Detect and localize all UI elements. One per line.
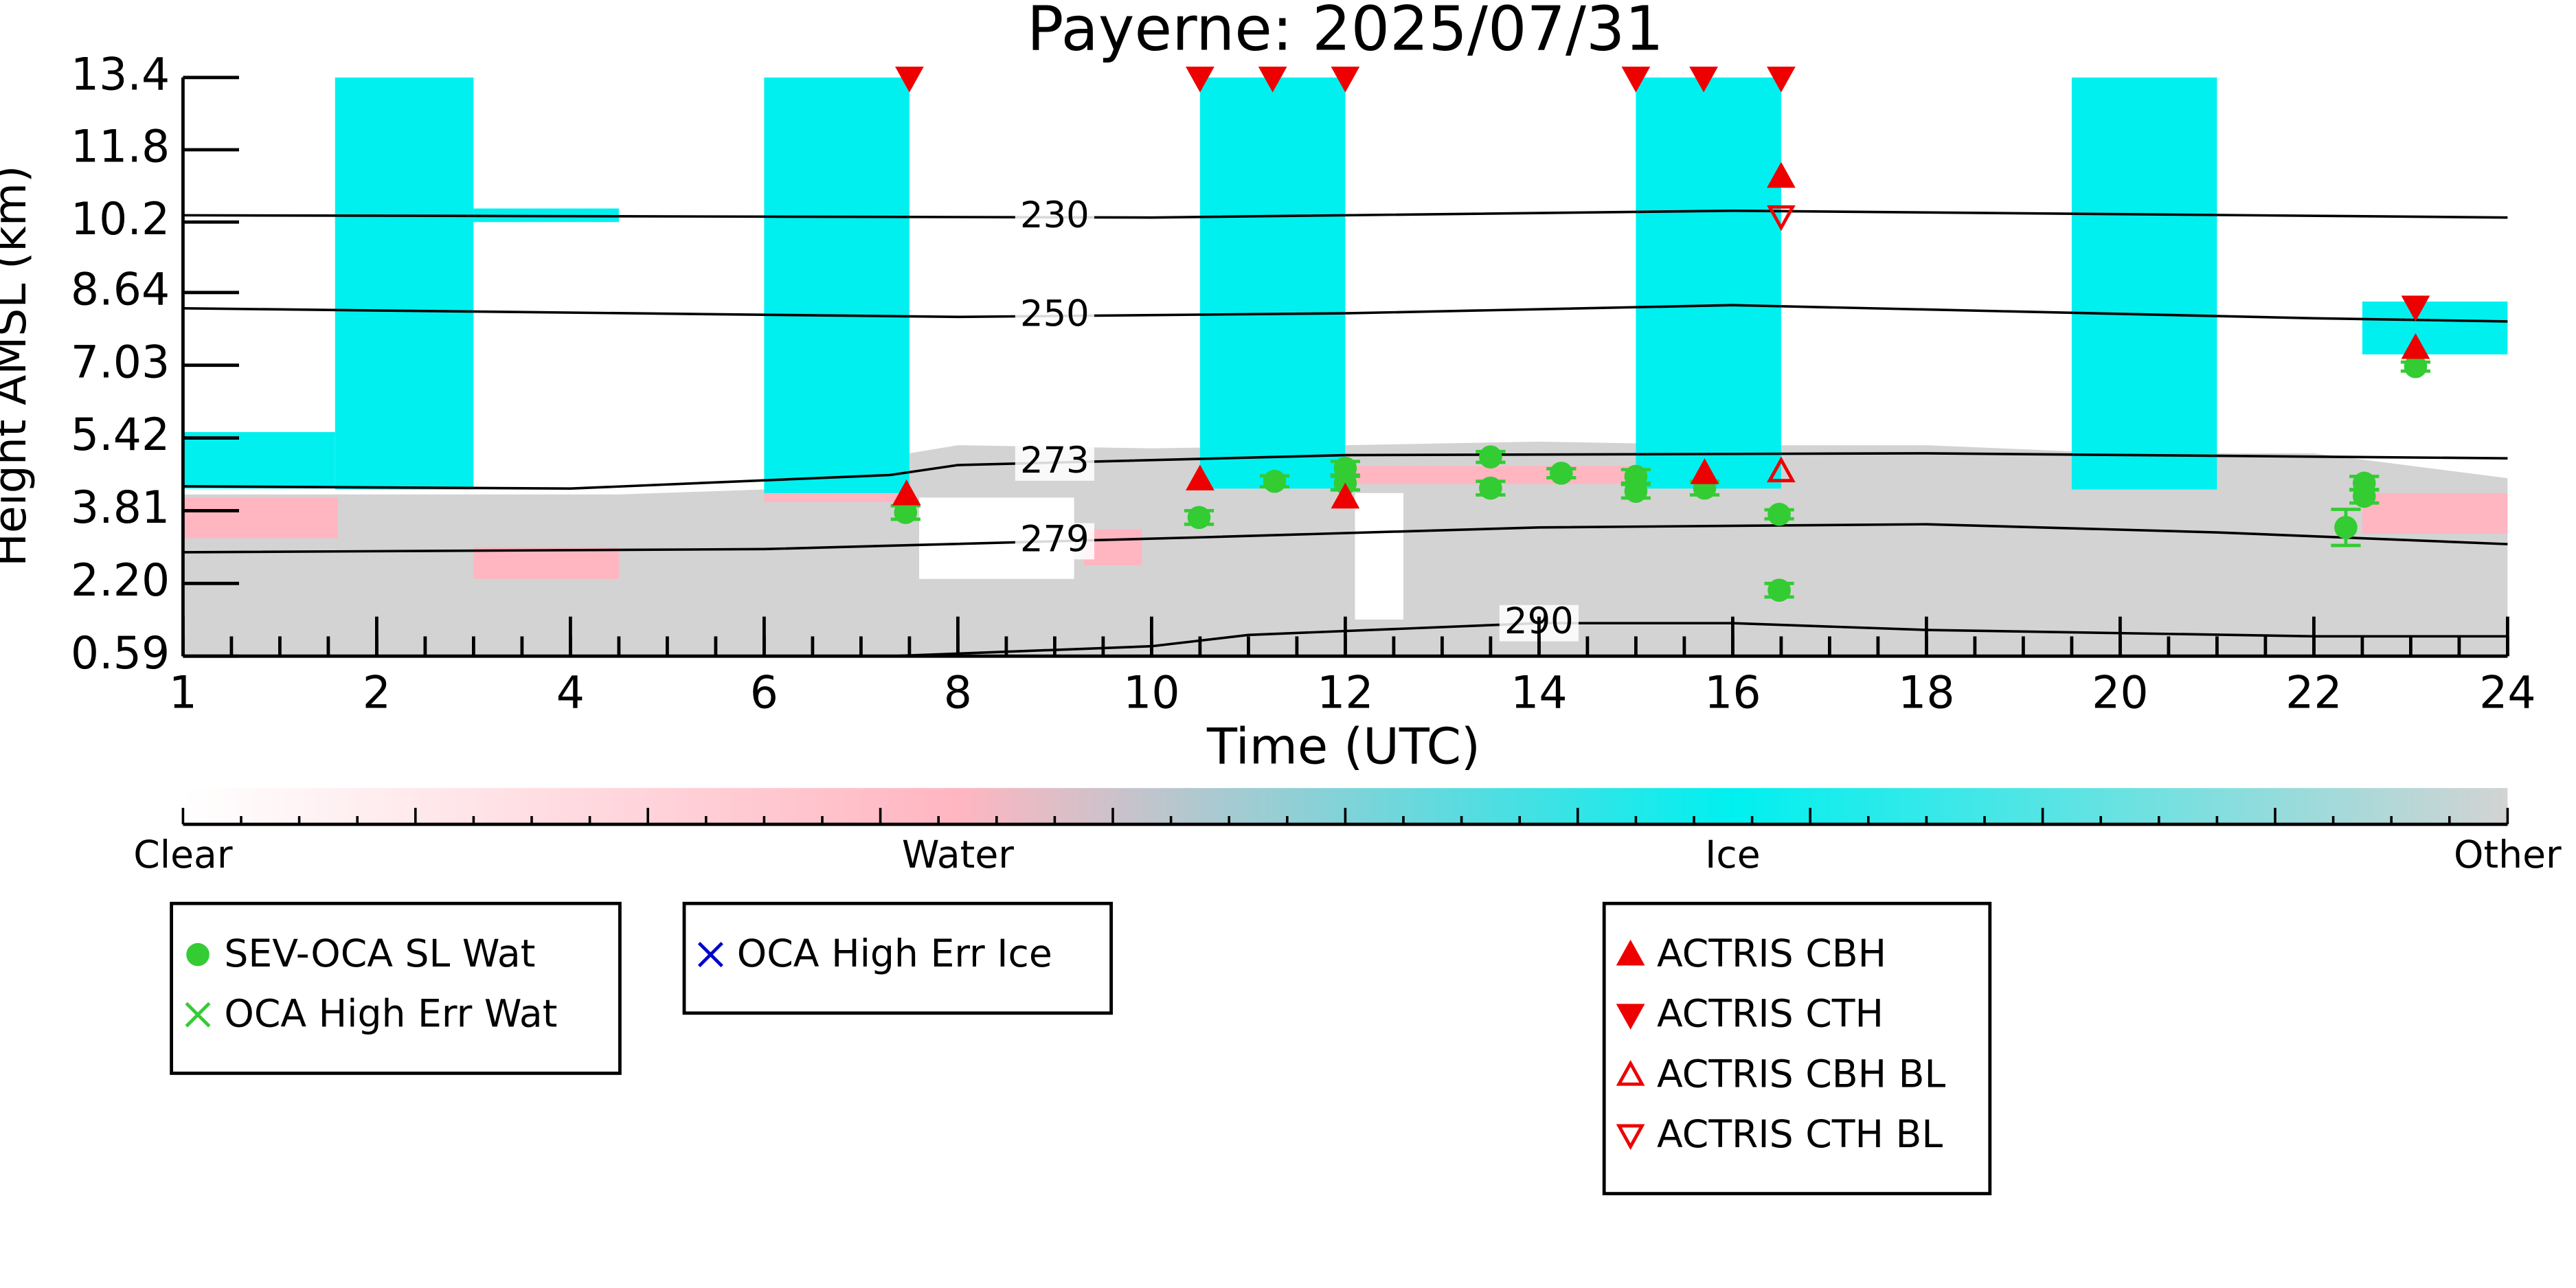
- ice-region: [1636, 77, 1781, 489]
- legend-label: ACTRIS CTH: [1657, 993, 1884, 1037]
- data-point: [1186, 66, 1214, 93]
- legend-box: [1602, 901, 1992, 1195]
- x-tick-label: 16: [1704, 667, 1761, 719]
- data-point: [1767, 578, 1791, 602]
- data-point: [1331, 66, 1360, 93]
- legend-symbol: [1616, 939, 1645, 966]
- legend-box: [682, 901, 1113, 1015]
- data-point: [1767, 502, 1791, 526]
- data-point: [1689, 66, 1718, 93]
- legend-symbol: [1616, 1004, 1645, 1030]
- colorbar-label: Clear: [133, 833, 233, 877]
- contour-label: 250: [1020, 293, 1089, 335]
- x-tick-label: 14: [1511, 667, 1567, 719]
- contour-label: 230: [1020, 194, 1089, 236]
- legend-symbol: [186, 942, 210, 967]
- contour-label: 279: [1020, 519, 1089, 561]
- data-point: [1621, 66, 1651, 93]
- data-point: [1479, 445, 1502, 468]
- data-point: [1767, 456, 1796, 483]
- x-tick-label: 6: [750, 667, 778, 719]
- x-tick-label: 22: [2285, 667, 2342, 719]
- clear-region: [1355, 493, 1403, 620]
- x-tick-label: 1: [169, 667, 197, 719]
- water-region: [183, 497, 338, 539]
- contour-line: [183, 452, 2508, 490]
- data-point: [1479, 476, 1502, 500]
- y-tick-label: 5.42: [71, 409, 170, 461]
- data-point: [1331, 482, 1360, 509]
- data-point: [2401, 332, 2430, 359]
- contour-label-bg: [1015, 199, 1094, 236]
- data-point: [1767, 205, 1796, 231]
- legend-label: ACTRIS CBH BL: [1657, 1052, 1946, 1096]
- data-point: [1550, 462, 1573, 485]
- data-point: [894, 501, 918, 524]
- data-point: [1263, 469, 1287, 493]
- ice-region: [764, 77, 909, 493]
- legend-label: ACTRIS CBH: [1657, 932, 1886, 976]
- contour-line: [183, 209, 2508, 219]
- contour-line: [890, 622, 2508, 657]
- x-tick-label: 10: [1123, 667, 1179, 719]
- ice-region: [335, 77, 474, 490]
- legend-label: OCA High Err Wat: [224, 993, 557, 1037]
- legend-symbol: [185, 1002, 211, 1028]
- legend-symbol: [1616, 1124, 1645, 1151]
- water-region: [473, 547, 619, 579]
- data-point: [1767, 161, 1796, 188]
- water-region: [2362, 493, 2508, 534]
- ice-region: [2071, 77, 2217, 490]
- data-point: [2352, 484, 2376, 508]
- contour-label-bg: [1015, 297, 1094, 335]
- x-tick-label: 8: [944, 667, 972, 719]
- data-point: [1187, 506, 1211, 530]
- data-point: [892, 479, 921, 506]
- legend-symbol: [697, 942, 723, 968]
- data-point: [1258, 66, 1287, 93]
- legend-label: ACTRIS CTH BL: [1657, 1113, 1943, 1157]
- x-tick-label: 20: [2092, 667, 2148, 719]
- legend-label: OCA High Err Ice: [737, 932, 1052, 976]
- contour-label-bg: [1015, 444, 1094, 481]
- legend-label: SEV-OCA SL Wat: [224, 932, 535, 976]
- ice-region: [183, 432, 335, 489]
- data-point: [1767, 66, 1796, 93]
- y-tick-label: 7.03: [71, 337, 170, 388]
- y-tick-label: 0.59: [71, 628, 170, 679]
- legend-symbol: [1616, 1060, 1645, 1086]
- y-tick-label: 3.81: [71, 482, 170, 534]
- contour-label: 273: [1020, 440, 1089, 482]
- x-tick-label: 24: [2479, 667, 2535, 719]
- data-point: [2404, 354, 2428, 379]
- data-point: [1624, 479, 1648, 503]
- y-tick-label: 10.2: [71, 194, 170, 245]
- ice-region: [2362, 301, 2508, 354]
- y-tick-label: 2.20: [71, 555, 170, 607]
- y-axis-label: Height AMSL (km): [0, 166, 36, 567]
- x-tick-label: 4: [556, 667, 585, 719]
- contour-line: [183, 304, 2508, 323]
- data-point: [2401, 295, 2430, 321]
- ice-region: [1199, 77, 1346, 489]
- colorbar-label: Water: [902, 833, 1014, 877]
- data-point: [2334, 515, 2358, 539]
- data-point: [1186, 464, 1214, 490]
- data-point: [895, 66, 924, 93]
- contour-label-bg: [1015, 523, 1094, 560]
- y-tick-label: 8.64: [71, 264, 170, 315]
- legend-box: [170, 901, 622, 1075]
- colorbar-label: Ice: [1705, 833, 1761, 877]
- x-tick-label: 12: [1317, 667, 1373, 719]
- x-axis-label: Time (UTC): [1206, 718, 1480, 776]
- y-tick-label: 11.8: [71, 122, 170, 173]
- y-tick-label: 13.4: [71, 49, 170, 100]
- chart-title: Payerne: 2025/07/31: [1027, 0, 1664, 64]
- x-tick-label: 2: [363, 667, 391, 719]
- x-tick-label: 18: [1898, 667, 1954, 719]
- colorbar-label: Other: [2454, 833, 2562, 877]
- contour-line: [183, 523, 2508, 554]
- data-point: [1690, 458, 1719, 484]
